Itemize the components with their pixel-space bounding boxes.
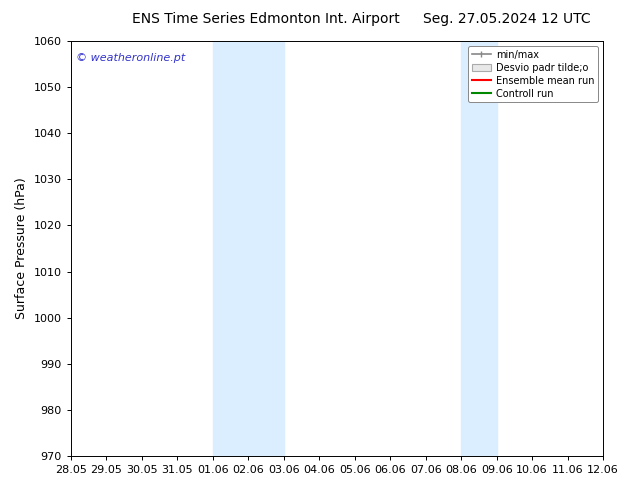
Text: © weatheronline.pt: © weatheronline.pt [76, 53, 185, 64]
Bar [212, 41, 283, 456]
Text: Seg. 27.05.2024 12 UTC: Seg. 27.05.2024 12 UTC [424, 12, 591, 26]
Bar [461, 41, 496, 456]
Legend: min/max, Desvio padr tilde;o, Ensemble mean run, Controll run: min/max, Desvio padr tilde;o, Ensemble m… [468, 46, 598, 102]
Text: ENS Time Series Edmonton Int. Airport: ENS Time Series Edmonton Int. Airport [133, 12, 400, 26]
Y-axis label: Surface Pressure (hPa): Surface Pressure (hPa) [15, 178, 28, 319]
